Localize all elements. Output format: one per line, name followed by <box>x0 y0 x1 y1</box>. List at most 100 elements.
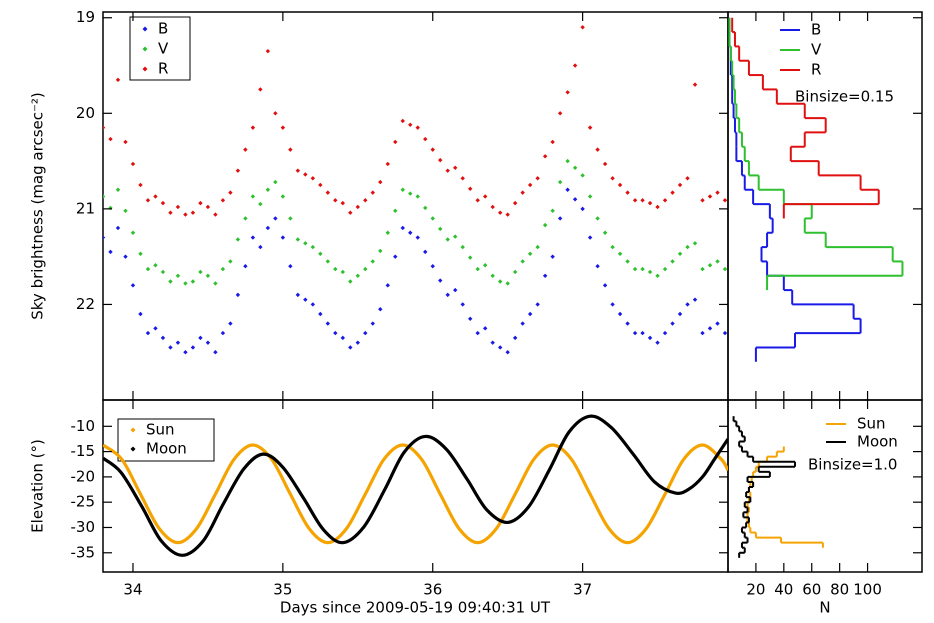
scatter-point <box>438 278 443 283</box>
scatter-point <box>265 225 271 231</box>
scatter-point <box>565 90 570 95</box>
scatter-point <box>453 234 458 239</box>
scatter-point <box>265 187 271 192</box>
scatter-point <box>325 259 331 264</box>
scatter-point <box>370 190 375 195</box>
scatter-point <box>655 204 660 210</box>
scatter-point <box>565 158 570 164</box>
scatter-point <box>190 279 196 284</box>
scatter-point <box>520 259 525 264</box>
scatter-point <box>423 205 428 211</box>
scatter-point <box>325 190 331 195</box>
legend-label: Moon <box>857 433 898 451</box>
scatter-point <box>370 259 375 264</box>
scatter-point <box>393 139 398 145</box>
scatter-point <box>715 190 720 195</box>
scatter-point <box>333 266 338 272</box>
scatter-point <box>370 321 375 326</box>
scatter-point <box>348 279 353 284</box>
legend-label: V <box>158 40 169 58</box>
scatter-point <box>722 330 728 336</box>
scatter-point <box>685 302 690 307</box>
scatter-point <box>355 273 360 278</box>
scatter-point <box>103 235 106 240</box>
legend-symbol <box>130 427 136 433</box>
scatter-point <box>333 330 338 336</box>
scatter-point <box>625 321 630 326</box>
scatter-point <box>423 249 428 255</box>
scatter-point <box>108 249 113 255</box>
scatter-point <box>692 241 698 246</box>
scatter-point <box>482 263 488 268</box>
scatter-point <box>115 187 121 192</box>
scatter-point <box>385 230 390 235</box>
y-tick-label: -10 <box>71 417 96 435</box>
scatter-point <box>527 311 533 317</box>
scatter-point <box>175 273 181 278</box>
scatter-point <box>288 147 293 152</box>
scatter-point <box>587 194 593 199</box>
scatter-point <box>385 283 390 288</box>
scatter-point <box>460 244 465 250</box>
scatter-point <box>580 173 585 178</box>
scatter-point <box>190 345 196 350</box>
scatter-point <box>273 216 278 221</box>
scatter-point <box>220 330 226 336</box>
scatter-point <box>273 111 278 116</box>
scatter-point <box>677 182 683 188</box>
scatter-point <box>572 197 578 202</box>
scatter-point <box>640 198 645 203</box>
scatter-point <box>198 269 203 275</box>
scatter-point <box>205 273 211 278</box>
scatter-point <box>587 125 593 130</box>
scatter-point <box>535 302 540 307</box>
scatter-point <box>340 200 346 206</box>
scatter-point <box>640 266 645 272</box>
annotation: Binsize=0.15 <box>795 88 894 106</box>
scatter-point <box>505 212 510 217</box>
plot-area <box>103 25 728 355</box>
plot-area <box>732 416 824 558</box>
scatter-point <box>685 244 690 250</box>
scatter-point <box>670 321 675 326</box>
scatter-point <box>550 139 555 145</box>
scatter-point <box>160 335 166 341</box>
scatter-point <box>355 340 360 345</box>
scatter-point <box>453 287 458 293</box>
scatter-point <box>235 168 241 173</box>
panel-frame <box>102 11 729 401</box>
scatter-point <box>138 182 143 188</box>
scatter-point <box>303 172 308 177</box>
scatter-point <box>610 302 615 307</box>
scatter-point <box>295 292 301 298</box>
scatter-point <box>482 326 488 331</box>
legend-label: V <box>811 41 822 59</box>
scatter-point <box>280 235 286 240</box>
legend-label: R <box>811 61 821 79</box>
scatter-point <box>617 251 623 256</box>
scatter-point <box>715 259 720 264</box>
scatter-point <box>168 279 173 284</box>
scatter-point <box>250 235 256 240</box>
x-tick-label: 60 <box>802 581 821 599</box>
scatter-point <box>722 198 728 203</box>
scatter-point <box>408 191 413 196</box>
scatter-point <box>640 330 645 336</box>
scatter-point <box>213 281 218 286</box>
scatter-point <box>482 194 488 199</box>
scatter-point <box>722 266 728 272</box>
scatter-point <box>497 279 503 284</box>
x-axis-label: N <box>819 599 830 617</box>
scatter-point <box>250 194 256 199</box>
scatter-point <box>175 204 181 210</box>
scatter-point <box>393 208 398 213</box>
scatter-point <box>423 136 428 142</box>
scatter-point <box>363 330 368 336</box>
scatter-point <box>430 264 435 269</box>
scatter-point <box>378 248 383 254</box>
scatter-point <box>378 307 383 312</box>
scatter-point <box>617 311 623 317</box>
scatter-point <box>595 264 600 269</box>
